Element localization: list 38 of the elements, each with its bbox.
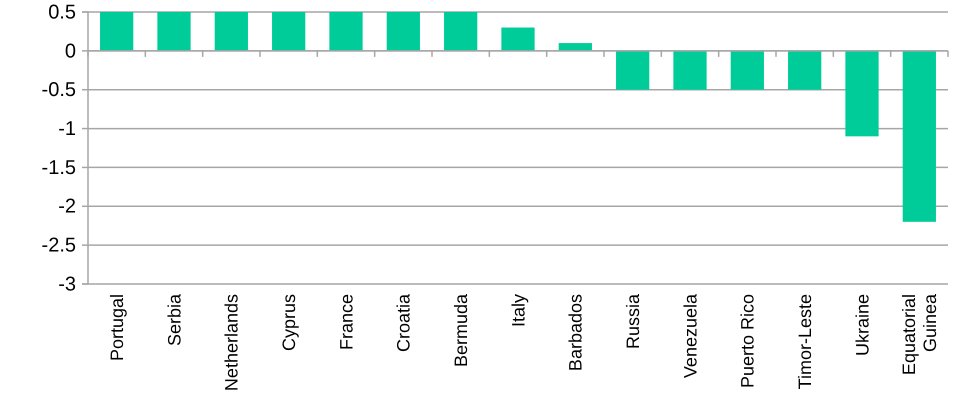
x-tick-label: Puerto Rico bbox=[738, 294, 758, 388]
bar bbox=[616, 50, 650, 90]
x-tick-label: Portugal bbox=[106, 294, 127, 362]
x-tick-label: Croatia bbox=[394, 293, 414, 352]
bar bbox=[730, 50, 764, 90]
x-tick-label: Cyprus bbox=[278, 294, 299, 352]
x-tick-label: Bermuda bbox=[450, 293, 471, 368]
x-tick-label: Venezuela bbox=[680, 293, 700, 378]
bar bbox=[501, 28, 535, 51]
x-tick-label: France bbox=[336, 294, 356, 350]
y-tick-label: 0.5 bbox=[48, 1, 76, 24]
y-tick-label: -1 bbox=[58, 118, 76, 140]
x-tick-label: Netherlands bbox=[222, 294, 242, 392]
y-tick-label: -1.5 bbox=[42, 156, 76, 179]
bar bbox=[558, 43, 592, 51]
x-tick-label: Russia bbox=[622, 293, 643, 350]
y-tick-label: 0 bbox=[64, 40, 76, 62]
bar bbox=[444, 12, 478, 51]
bar bbox=[673, 50, 707, 90]
bar bbox=[386, 12, 420, 51]
y-tick-label: -2.5 bbox=[42, 234, 76, 257]
x-tick-label: Serbia bbox=[164, 293, 184, 346]
x-tick-label: Ukraine bbox=[852, 294, 872, 356]
bar bbox=[100, 12, 134, 51]
bar bbox=[845, 50, 879, 136]
x-tick-label: Timor-Leste bbox=[794, 294, 815, 390]
bar bbox=[788, 50, 822, 90]
x-tick-label: Equatorial Guinea bbox=[899, 293, 940, 376]
bar bbox=[329, 12, 363, 51]
bar bbox=[157, 12, 191, 51]
bar bbox=[214, 12, 248, 51]
y-tick-label: -2 bbox=[58, 196, 76, 218]
y-tick-label: -0.5 bbox=[42, 79, 76, 102]
x-tick-label: Italy bbox=[508, 294, 528, 328]
bar bbox=[272, 12, 306, 51]
bar bbox=[902, 50, 936, 222]
x-tick-label: Barbados bbox=[566, 294, 586, 372]
y-tick-label: -3 bbox=[58, 273, 76, 296]
